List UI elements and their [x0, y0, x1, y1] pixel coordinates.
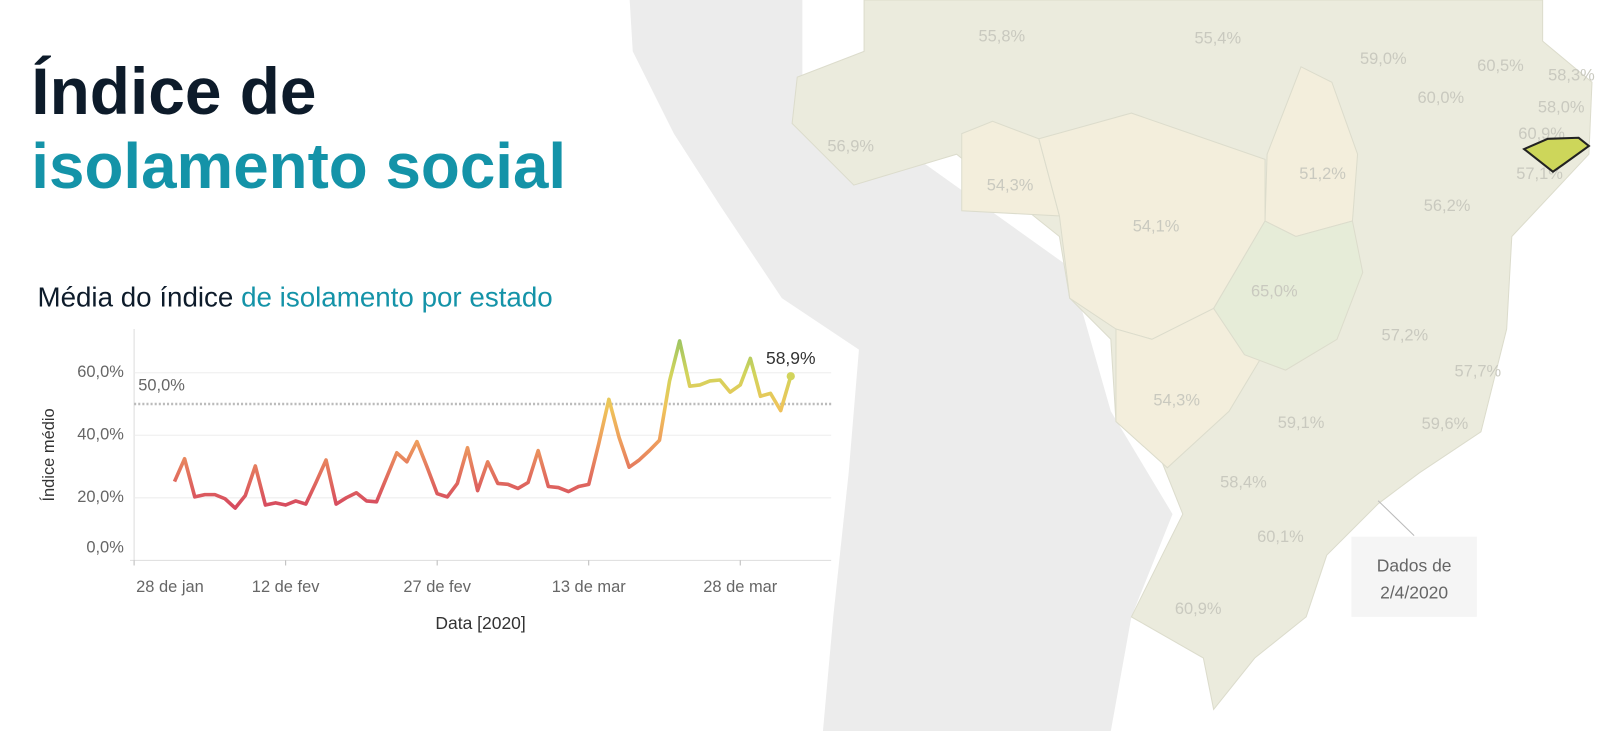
- x-tick-label: 13 de mar: [552, 578, 627, 596]
- title: isolamento social: [31, 130, 566, 202]
- value-label: 58,9%: [766, 348, 816, 368]
- x-axis-label: Data [2020]: [435, 613, 525, 633]
- map-label: 54,1%: [1133, 218, 1180, 236]
- map-label: 58,4%: [1220, 474, 1267, 492]
- map-label: 56,2%: [1424, 197, 1471, 215]
- x-tick-label: 12 de fev: [252, 578, 320, 596]
- map-label: 58,0%: [1538, 98, 1585, 116]
- y-tick-label: 0,0%: [86, 538, 124, 556]
- subtitle-part: de isolamento por estado: [241, 281, 553, 312]
- map-label: 56,9%: [827, 137, 874, 155]
- y-axis-label: Índice médio: [39, 408, 58, 501]
- map-label: 60,9%: [1175, 600, 1222, 618]
- map-label: 58,3%: [1548, 66, 1595, 84]
- map-label: 55,4%: [1194, 29, 1241, 47]
- map-label: 54,3%: [1153, 391, 1200, 409]
- map-label: 60,5%: [1477, 57, 1524, 75]
- note: 2/4/2020: [1380, 582, 1448, 602]
- subtitle: Média do índice de isolamento por estado: [37, 281, 552, 312]
- line-chart: 0,0% 20,0% 40,0% 60,0% 28 de jan 12 de fev 27 …: [39, 329, 832, 633]
- x-tick-label: 28 de jan: [136, 578, 204, 596]
- y-tick-label: 20,0%: [77, 488, 124, 506]
- y-tick-label: 60,0%: [77, 363, 124, 381]
- state: [1213, 220, 1364, 371]
- title: Índice de: [31, 54, 316, 128]
- map-label: 60,0%: [1418, 89, 1465, 107]
- y-tick-label: 40,0%: [77, 426, 124, 444]
- note-box: [1351, 536, 1477, 617]
- map-label: 54,3%: [987, 176, 1034, 194]
- x-tick-label: 27 de fev: [403, 578, 471, 596]
- map-label: 65,0%: [1251, 282, 1298, 300]
- continent: [629, 0, 1173, 731]
- map-label: 57,2%: [1382, 327, 1429, 345]
- subtitle-part: Média do índice: [37, 281, 241, 312]
- map-label: 51,2%: [1299, 165, 1346, 183]
- map-label: 57,7%: [1455, 363, 1502, 381]
- map-label: 59,1%: [1278, 414, 1325, 432]
- highlight-state: [1522, 136, 1591, 173]
- x-tick-label: 28 de mar: [703, 578, 778, 596]
- note: Dados de: [1377, 556, 1452, 576]
- map-label: 59,6%: [1422, 415, 1469, 433]
- reference-label: 50,0%: [138, 377, 185, 395]
- map: Dados de 2/4/2020 55,8% 55,4% 59,0% 60,5% 58…: [629, 0, 1595, 731]
- map-label: 60,1%: [1257, 528, 1304, 546]
- leader-line: [1377, 500, 1415, 537]
- map-label: 55,8%: [979, 27, 1026, 45]
- line: [172, 339, 793, 510]
- map-label: 59,0%: [1360, 50, 1407, 68]
- point: [786, 372, 795, 381]
